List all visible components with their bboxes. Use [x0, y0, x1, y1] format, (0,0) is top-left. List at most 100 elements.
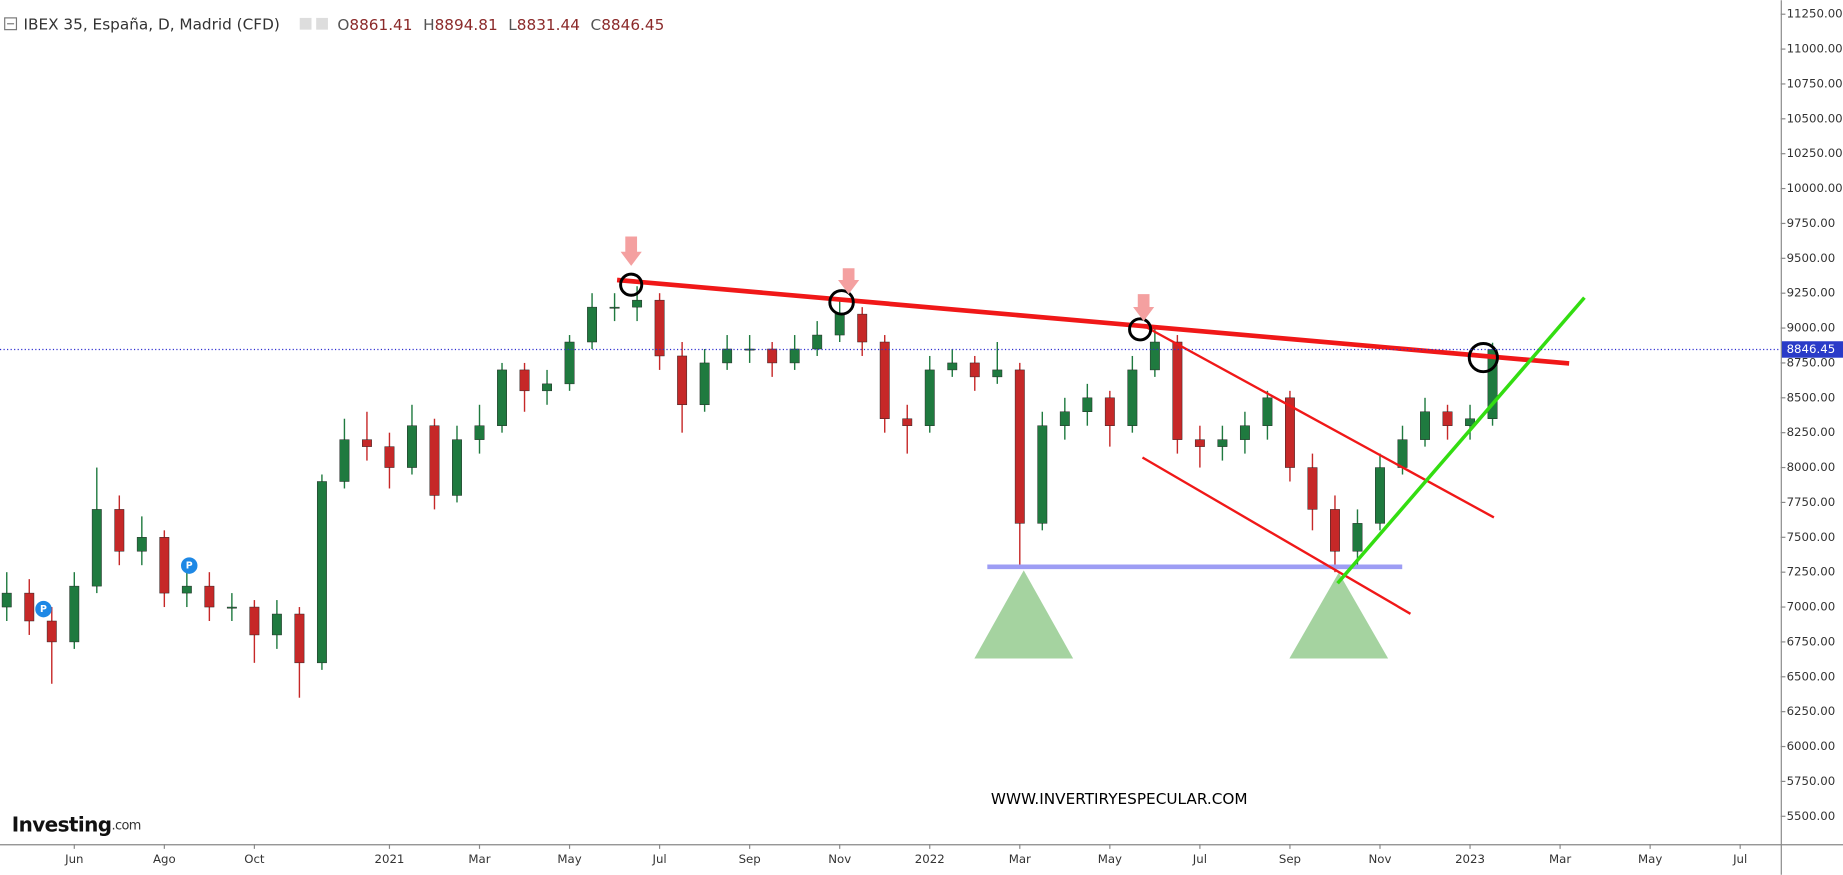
y-tick-label: 7250.00 — [1787, 565, 1836, 579]
x-tick-label: May — [1638, 852, 1662, 866]
touch-circle — [1467, 342, 1499, 374]
y-tick-label: 5500.00 — [1787, 809, 1836, 823]
candle-body — [407, 425, 417, 468]
candle-body — [1442, 411, 1453, 426]
candle-body — [497, 369, 507, 426]
y-tick-label: 11250.00 — [1787, 7, 1843, 21]
y-tick-label: 5750.00 — [1787, 774, 1836, 788]
x-tick-label: Nov — [1369, 852, 1392, 866]
candle-body — [136, 537, 147, 552]
ohlc-key: L — [508, 15, 517, 33]
candle-body — [924, 369, 935, 426]
event-marker — [35, 600, 52, 618]
y-tick-label: 7750.00 — [1787, 495, 1836, 509]
x-tick-label: Jul — [1732, 852, 1747, 866]
candle-body — [204, 585, 215, 608]
candle-body — [452, 439, 462, 496]
candle-body — [1037, 425, 1048, 524]
candle-body — [1149, 341, 1160, 371]
x-tick-label: Mar — [1009, 852, 1031, 866]
ohlc-value: 8846.45 — [601, 15, 664, 33]
support-triangle — [1289, 572, 1389, 659]
candle-body — [677, 355, 688, 406]
candle-body — [722, 348, 733, 364]
y-tick-label: 8000.00 — [1787, 460, 1836, 474]
candle-body — [429, 425, 440, 496]
candle-body — [69, 585, 80, 643]
candle-body — [519, 369, 530, 392]
collapse-icon[interactable] — [4, 17, 18, 31]
channel-lower — [1141, 456, 1412, 615]
y-tick-label: 10250.00 — [1787, 146, 1843, 160]
settings-icon[interactable] — [299, 17, 312, 30]
candle-body — [947, 362, 958, 371]
touch-circle — [1128, 317, 1153, 342]
y-tick-label: 10000.00 — [1787, 181, 1843, 195]
x-tick-label: Sep — [739, 852, 761, 866]
candle-body — [362, 439, 372, 447]
candle-body — [1375, 467, 1385, 524]
y-tick-label: 6500.00 — [1787, 669, 1836, 683]
candle-body — [632, 299, 643, 308]
chart-title: IBEX 35, España, D, Madrid (CFD) — [24, 15, 280, 33]
logo-suffix: .com — [111, 818, 140, 833]
candle-body — [1014, 369, 1025, 524]
candle-body — [654, 299, 665, 357]
ohlc-value: 8894.81 — [435, 15, 498, 33]
candle-body — [1307, 467, 1318, 510]
candle-body — [181, 585, 192, 594]
x-tick-label: Sep — [1279, 852, 1301, 866]
y-tick-label: 8250.00 — [1787, 425, 1836, 439]
x-tick-label: 2021 — [375, 852, 405, 866]
candle-body — [812, 334, 823, 350]
candle-body — [1, 592, 12, 608]
arrow — [1133, 294, 1155, 322]
x-tick-label: May — [1098, 852, 1122, 866]
y-tick-label: 6000.00 — [1787, 739, 1836, 753]
candle-body — [316, 481, 327, 664]
logo-name: Investing — [12, 812, 112, 836]
ohlc-value: 8861.41 — [349, 15, 412, 33]
y-tick-label: 7500.00 — [1787, 530, 1836, 544]
candle-body — [1059, 411, 1070, 426]
candle-body — [46, 620, 57, 643]
candle-body — [226, 606, 237, 609]
y-tick-label: 10500.00 — [1787, 111, 1843, 125]
last-price-box — [1781, 341, 1843, 358]
arrow — [620, 236, 642, 266]
watermark: WWW.INVERTIRYESPECULAR.COM — [991, 790, 1248, 808]
candle-body — [969, 362, 980, 378]
touch-circle — [828, 289, 855, 316]
y-tick-label: 9500.00 — [1787, 251, 1836, 265]
y-tick-label: 9000.00 — [1787, 321, 1836, 335]
plot-area — [1, 286, 1498, 698]
candle-body — [992, 369, 1003, 378]
candle-body — [1262, 397, 1273, 426]
ohlc-key: C — [591, 15, 602, 33]
candle-body — [744, 348, 755, 351]
candle-body — [1217, 439, 1228, 447]
candle-body — [609, 306, 620, 309]
candle-body — [294, 613, 305, 664]
candle-body — [587, 306, 598, 343]
event-marker-label: P — [186, 561, 193, 572]
settings-icon[interactable] — [316, 17, 328, 30]
candle-body — [1194, 439, 1205, 447]
y-tick-label: 6750.00 — [1787, 634, 1836, 648]
channel-upper — [1145, 325, 1495, 519]
x-tick-label: Ago — [153, 852, 176, 866]
candle-body — [1127, 369, 1138, 426]
candle-body — [24, 592, 35, 622]
y-tick-label: 7000.00 — [1787, 600, 1836, 614]
candle-body — [789, 348, 800, 364]
logo: Investing.com — [12, 812, 141, 836]
candle-body — [1172, 341, 1183, 440]
candle-body — [1082, 397, 1093, 412]
candle-body — [249, 606, 260, 636]
candle-body — [699, 362, 710, 406]
candle-body — [1420, 411, 1430, 440]
candle-body — [159, 537, 170, 594]
